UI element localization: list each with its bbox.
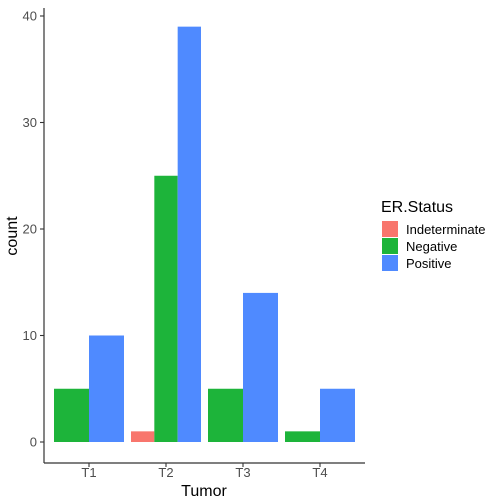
y-tick-label: 40 <box>23 9 37 24</box>
legend-label-negative: Negative <box>406 239 457 254</box>
y-ticks: 0 10 20 30 40 <box>23 9 44 450</box>
bar-t4-negative <box>285 431 320 442</box>
bar-t3-negative <box>208 388 243 442</box>
bar-t1-positive <box>89 335 124 442</box>
bar-t1-negative <box>54 388 89 442</box>
y-tick-label: 20 <box>23 222 37 237</box>
bar-t3-positive <box>243 292 278 442</box>
legend-label-indeterminate: Indeterminate <box>406 222 486 237</box>
y-tick-label: 10 <box>23 328 37 343</box>
bar-group <box>54 26 355 443</box>
y-axis-title: count <box>4 216 21 256</box>
legend-key-indeterminate <box>382 221 398 237</box>
legend-label-positive: Positive <box>406 256 452 271</box>
x-tick-label: T4 <box>312 465 327 480</box>
x-tick-label: T2 <box>158 465 173 480</box>
bar-t2-negative <box>154 175 178 442</box>
x-axis-title: Tumor <box>181 483 227 500</box>
legend-items: Indeterminate Negative Positive <box>382 221 486 271</box>
legend-key-negative <box>382 238 398 254</box>
x-tick-label: T3 <box>235 465 250 480</box>
x-ticks: T1 T2 T3 T4 <box>81 463 328 480</box>
bar-t4-positive <box>320 388 355 442</box>
bar-t2-indeterminate <box>131 431 155 442</box>
legend: ER.Status Indeterminate Negative Positive <box>381 199 486 271</box>
bar-t2-positive <box>177 26 201 443</box>
y-tick-label: 30 <box>23 115 37 130</box>
x-tick-label: T1 <box>81 465 96 480</box>
y-tick-label: 0 <box>30 435 37 450</box>
legend-key-positive <box>382 255 398 271</box>
legend-title: ER.Status <box>381 199 453 216</box>
